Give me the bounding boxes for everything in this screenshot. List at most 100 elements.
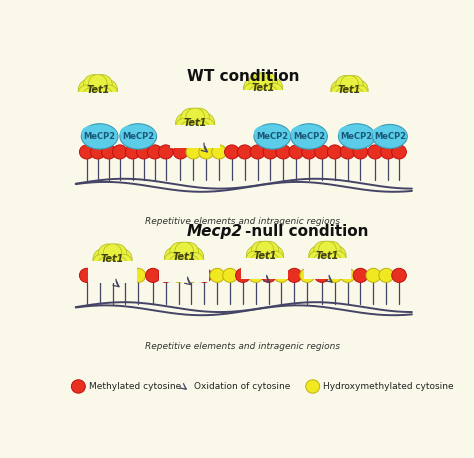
Circle shape <box>309 245 330 266</box>
Circle shape <box>182 246 204 268</box>
Circle shape <box>329 251 346 267</box>
Circle shape <box>263 245 283 266</box>
Bar <box>88 261 137 284</box>
Circle shape <box>347 80 368 100</box>
Circle shape <box>335 88 351 103</box>
Circle shape <box>80 268 94 283</box>
Circle shape <box>175 118 193 136</box>
Text: Tet1: Tet1 <box>253 251 277 261</box>
Circle shape <box>190 108 210 127</box>
Circle shape <box>173 145 188 159</box>
Circle shape <box>328 268 342 283</box>
Ellipse shape <box>354 127 374 140</box>
Text: Mecp2: Mecp2 <box>187 224 243 239</box>
Circle shape <box>314 241 333 260</box>
Circle shape <box>112 145 127 159</box>
Circle shape <box>322 241 341 260</box>
Circle shape <box>257 73 277 92</box>
Circle shape <box>392 145 406 159</box>
Circle shape <box>325 245 346 266</box>
Text: Oxidation of cytosine: Oxidation of cytosine <box>194 382 291 391</box>
Circle shape <box>223 268 237 283</box>
Circle shape <box>146 268 160 283</box>
Bar <box>73 92 122 114</box>
Circle shape <box>93 254 110 271</box>
Circle shape <box>260 241 279 260</box>
Circle shape <box>340 145 355 159</box>
Circle shape <box>326 254 342 269</box>
Circle shape <box>78 79 100 100</box>
Circle shape <box>250 244 280 272</box>
Circle shape <box>107 244 127 263</box>
Text: MeCP2: MeCP2 <box>341 132 373 141</box>
Circle shape <box>72 380 85 393</box>
Ellipse shape <box>136 127 155 140</box>
Circle shape <box>164 246 187 268</box>
Circle shape <box>100 85 118 102</box>
Circle shape <box>147 145 162 159</box>
Circle shape <box>353 268 368 283</box>
Circle shape <box>381 145 395 159</box>
Circle shape <box>82 77 113 107</box>
Circle shape <box>192 113 215 134</box>
Circle shape <box>244 77 266 98</box>
Circle shape <box>175 113 198 134</box>
Circle shape <box>181 108 201 127</box>
Circle shape <box>250 145 265 159</box>
Bar <box>241 258 289 279</box>
Circle shape <box>335 78 364 106</box>
Circle shape <box>83 75 103 94</box>
Circle shape <box>78 85 96 102</box>
Circle shape <box>315 268 329 283</box>
Ellipse shape <box>387 128 406 140</box>
Circle shape <box>182 255 199 271</box>
Text: Tet1: Tet1 <box>316 251 339 261</box>
Circle shape <box>210 268 225 283</box>
Circle shape <box>353 145 368 159</box>
Ellipse shape <box>270 127 290 140</box>
Ellipse shape <box>373 125 407 148</box>
Circle shape <box>347 88 364 103</box>
Circle shape <box>105 268 120 283</box>
Circle shape <box>336 76 355 94</box>
Circle shape <box>103 244 122 262</box>
Circle shape <box>180 121 197 137</box>
Circle shape <box>274 268 289 283</box>
Bar <box>326 92 373 113</box>
Circle shape <box>186 145 201 159</box>
Circle shape <box>276 145 291 159</box>
Circle shape <box>379 268 393 283</box>
Text: Tet1: Tet1 <box>251 83 275 93</box>
Circle shape <box>315 145 329 159</box>
Circle shape <box>261 77 283 98</box>
Circle shape <box>97 246 128 276</box>
Circle shape <box>248 268 263 283</box>
Ellipse shape <box>82 124 118 149</box>
Circle shape <box>319 241 336 258</box>
Ellipse shape <box>306 127 327 140</box>
Text: Methylated cytosine: Methylated cytosine <box>89 382 181 391</box>
Circle shape <box>98 257 115 273</box>
Text: Hydroxymethylated cytosine: Hydroxymethylated cytosine <box>323 382 454 391</box>
Circle shape <box>251 254 267 269</box>
Circle shape <box>137 145 151 159</box>
Circle shape <box>301 145 316 159</box>
Circle shape <box>110 257 128 273</box>
Circle shape <box>287 268 301 283</box>
Circle shape <box>186 252 204 270</box>
Circle shape <box>83 87 100 104</box>
Circle shape <box>89 75 107 92</box>
Ellipse shape <box>291 125 313 140</box>
Circle shape <box>93 248 115 270</box>
Circle shape <box>186 108 204 126</box>
Circle shape <box>263 145 278 159</box>
Circle shape <box>171 268 186 283</box>
Ellipse shape <box>120 124 156 149</box>
Text: MeCP2: MeCP2 <box>83 132 116 141</box>
Circle shape <box>101 145 116 159</box>
Circle shape <box>246 245 267 266</box>
Circle shape <box>158 145 173 159</box>
Circle shape <box>92 75 112 94</box>
Circle shape <box>197 118 215 136</box>
Circle shape <box>392 268 406 283</box>
